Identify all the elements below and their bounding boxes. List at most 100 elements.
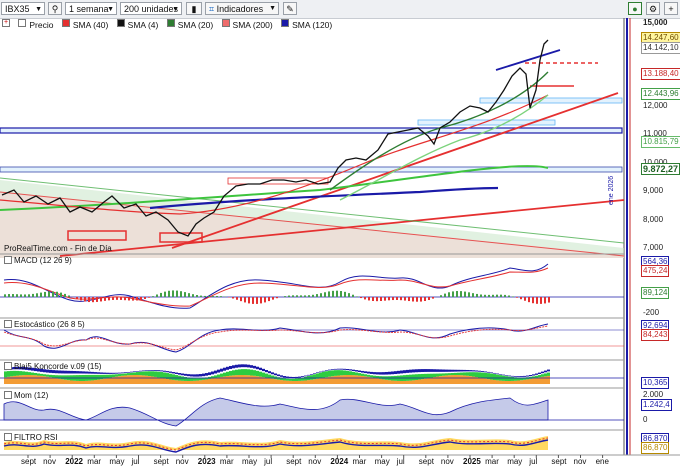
koncorde-bar [397,370,400,374]
koncorde-bar [193,380,196,384]
koncorde-bar [334,375,337,384]
units-select[interactable]: 200 unidades ▼ [120,2,182,15]
koncorde-bar [289,376,292,379]
rsi-tag: 86,870 [641,442,670,454]
macd-histogram-bar [212,295,214,297]
koncorde-bar [247,375,250,384]
macd-histogram-bar [504,294,506,297]
koncorde-bar [187,374,190,377]
koncorde-bar [160,370,163,372]
macd-histogram-bar [484,294,486,297]
koncorde-bar [421,369,424,373]
legend-label: SMA (20) [177,20,214,30]
koncorde-bar [247,364,250,368]
macd-histogram-bar [232,297,234,299]
koncorde-bar [463,369,466,372]
koncorde-bar [259,367,262,371]
zoom-button[interactable]: + [664,2,678,15]
koncorde-bar [172,374,175,380]
rsi-filter-blue [3,439,549,453]
macd-title[interactable]: MACD (12 26 9) [4,256,72,266]
koncorde-bar [301,376,304,377]
koncorde-bar [271,375,274,379]
koncorde-bar [538,372,541,375]
koncorde-bar [217,369,220,373]
stoch-title[interactable]: Estocástico (26 8 5) [4,320,85,330]
macd-histogram-bar [136,297,138,301]
koncorde-bar [247,369,250,376]
macd-histogram-bar [92,297,94,303]
macd-histogram-bar [324,292,326,297]
koncorde-bar [472,370,475,372]
checkbox-icon [18,19,27,27]
period-select[interactable]: 1 semana ▼ [65,2,117,15]
gear-icon: ⚙ [648,4,658,14]
koncorde-bar [118,372,121,374]
koncorde-bar [364,374,367,377]
legend-item-sma4[interactable]: SMA (4) [116,19,162,31]
koncorde-bar [34,368,37,372]
legend-item-sma120[interactable]: SMA (120) [281,19,335,31]
macd-histogram-bar [448,292,450,297]
koncorde-bar [151,370,154,371]
koncorde-bar [223,376,226,384]
x-axis-label: may [507,457,523,466]
legend-item-sma200[interactable]: SMA (200) [221,19,276,31]
macd-histogram-bar [352,294,354,297]
koncorde-bar [343,370,346,376]
period-value: 1 semana [69,4,109,14]
koncorde-bar [451,375,454,384]
mom-title[interactable]: Mom (12) [4,391,48,401]
macd-histogram-bar [216,295,218,297]
macd-histogram-bar [208,296,210,297]
search-button[interactable]: ⚲ [48,2,62,15]
macd-histogram-bar [176,290,178,297]
macd-histogram-bar [284,296,286,297]
rsi-title[interactable]: FILTRO RSI [4,433,57,443]
koncorde-bar [466,375,469,384]
koncorde-bar [73,371,76,374]
koncorde-bar [541,376,544,384]
legend-item-precio[interactable]: Precio [18,19,56,31]
koncorde-bar [514,380,517,384]
koncorde-bar [106,372,109,374]
koncorde-bar [145,370,148,371]
blai5-title[interactable]: Blai5 Koncorde v.09 (15) [4,362,101,372]
koncorde-bar [367,371,370,374]
x-axis-label: may [109,457,125,466]
koncorde-bar [415,379,418,384]
koncorde-bar [118,374,121,377]
indicators-button[interactable]: ⌗ Indicadores ▼ [205,2,279,15]
koncorde-bar [427,378,430,384]
symbol-select[interactable]: IBX35 ▼ [1,2,45,15]
koncorde-bar [241,364,244,368]
koncorde-bar [100,372,103,374]
koncorde-bar [469,376,472,384]
draw-tool-button[interactable]: ✎ [283,2,297,15]
alert-button[interactable]: ● [628,2,642,15]
koncorde-bar [259,371,262,377]
legend-item-sma40[interactable]: SMA (40) [61,19,111,31]
macd-histogram-bar [292,295,294,297]
koncorde-bar [397,380,400,384]
color-swatch [221,19,230,27]
koncorde-bar [238,369,241,376]
koncorde-bar [448,373,451,376]
chart-type-button[interactable]: ▮ [186,2,202,15]
legend-item-sma20[interactable]: SMA (20) [166,19,216,31]
koncorde-bar [244,369,247,376]
macd-histogram-bar [456,291,458,297]
koncorde-bar [448,375,451,384]
koncorde-bar [358,375,361,384]
checkbox-icon [4,391,12,399]
koncorde-bar [526,375,529,377]
koncorde-bar [7,376,10,384]
macd-histogram-bar [452,291,454,297]
koncorde-bar [118,376,121,384]
koncorde-bar [439,376,442,384]
settings-button[interactable]: ⚙ [646,2,660,15]
legend-cursor[interactable]: + [2,19,13,31]
chevron-down-icon: ▼ [172,6,179,13]
koncorde-bar [148,376,151,384]
